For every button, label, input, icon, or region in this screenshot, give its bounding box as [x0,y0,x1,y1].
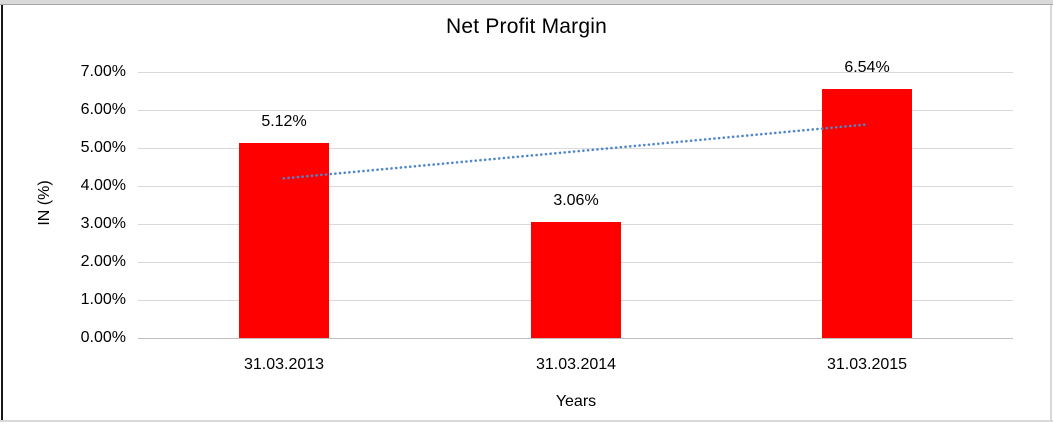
bar-value-label: 5.12% [261,113,307,130]
y-tick-label: 3.00% [80,215,126,232]
bar-value-label: 3.06% [553,192,599,209]
gridline [138,72,1013,73]
gridline [138,186,1013,187]
y-tick-label: 2.00% [80,253,126,270]
gridline [138,110,1013,111]
y-tick-label: 5.00% [80,139,126,156]
frame-right-border [1050,5,1052,421]
y-tick-label: 7.00% [80,63,126,80]
y-tick-label: 4.00% [80,177,126,194]
bar [822,89,912,338]
x-axis-title: Years [555,393,597,410]
y-axis-title: IN (%) [36,180,53,226]
frame-bottom-border [0,420,1053,422]
x-category-label: 31.03.2013 [243,356,325,373]
trendline-path [282,123,869,180]
frame-top-strip [0,0,1053,5]
bar-value-label: 6.54% [844,59,890,76]
y-tick-label: 1.00% [80,291,126,308]
x-category-label: 31.03.2014 [535,356,617,373]
bar [239,143,329,338]
chart-title: Net Profit Margin [446,15,607,38]
y-tick-label: 6.00% [80,101,126,118]
x-axis-line [138,338,1013,339]
bar [531,222,621,338]
frame-left-border [1,5,3,421]
y-tick-label: 0.00% [80,329,126,346]
x-category-label: 31.03.2015 [826,356,908,373]
